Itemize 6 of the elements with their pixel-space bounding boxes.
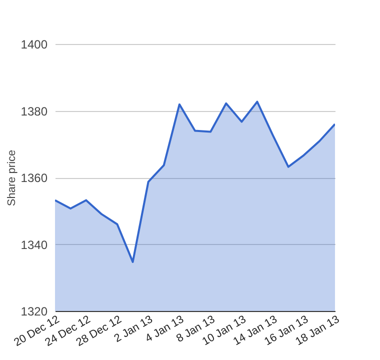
y-tick-label: 1340 — [20, 238, 48, 252]
y-tick-label: 1320 — [20, 304, 48, 318]
y-tick-label: 1360 — [20, 171, 48, 185]
y-tick-label: 1380 — [20, 104, 48, 118]
y-axis-title: Share price — [6, 150, 18, 206]
y-tick-label: 1400 — [20, 38, 48, 52]
